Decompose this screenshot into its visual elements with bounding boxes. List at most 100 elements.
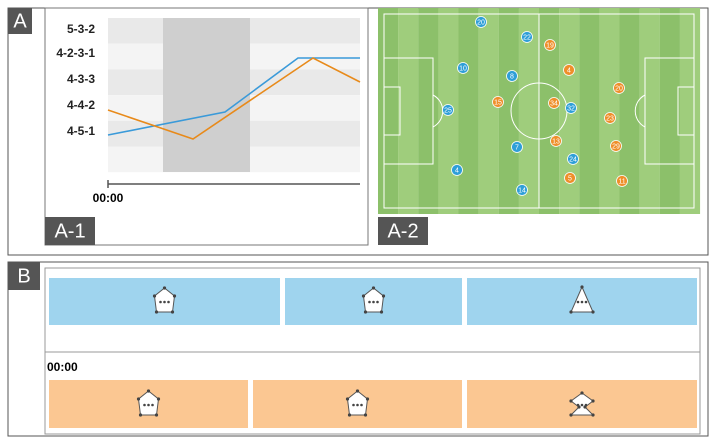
glyph-node <box>345 397 350 401</box>
pitch-stripe <box>599 8 620 214</box>
player-dot <box>564 172 576 184</box>
player-dot <box>563 64 575 76</box>
formation-label: 4-5-1 <box>67 124 95 138</box>
formation-label: 4-3-3 <box>67 72 95 86</box>
glyph-node <box>347 413 352 417</box>
glyph-node <box>365 397 370 401</box>
player-number: 14 <box>518 187 526 194</box>
glyph-node <box>152 294 157 298</box>
player-dot <box>604 112 616 124</box>
timeline-time: 00:00 <box>47 360 78 374</box>
player-number: 7 <box>515 144 519 151</box>
glyph-node <box>170 310 175 314</box>
player-dot <box>457 62 469 74</box>
pitch: 20 22 10 8 25 32 7 24 4 14 19 4 15 34 20 23 13 29 5 11 <box>378 8 701 214</box>
glyph-node <box>368 300 371 304</box>
pitch-stripe <box>498 8 519 214</box>
glyph-node <box>363 310 368 314</box>
glyph-node <box>172 294 177 298</box>
player-number: 4 <box>567 67 571 74</box>
player-dot <box>442 104 454 116</box>
formation-label: 5-3-2 <box>67 22 95 36</box>
pitch-line <box>383 86 401 136</box>
glyph-node <box>146 389 151 393</box>
glyph-node <box>163 300 166 304</box>
formation-glyph <box>570 285 594 313</box>
glyph-node <box>584 403 588 407</box>
glyph-node <box>591 413 595 417</box>
player-dot <box>616 175 628 187</box>
pitch-stripe <box>639 8 660 214</box>
player-dot <box>516 184 528 196</box>
glyph-node <box>580 300 584 304</box>
pitch-line <box>677 86 695 136</box>
pitch-stripe <box>478 8 499 214</box>
formation-label: 4-2-3-1 <box>56 46 95 60</box>
segments <box>49 278 697 428</box>
glyph-node <box>138 413 143 417</box>
player-number: 4 <box>455 167 459 174</box>
glyph-node <box>361 294 366 298</box>
player-number: 22 <box>523 34 531 41</box>
blue-line <box>107 57 360 136</box>
formation-glyph <box>346 390 369 416</box>
player-number: 5 <box>568 175 572 182</box>
glyph-node <box>159 300 162 304</box>
chart-label: A-1 <box>54 220 85 242</box>
formation-glyph <box>153 287 176 313</box>
glyph-node <box>154 413 159 417</box>
panel-b-label: B <box>17 265 30 287</box>
glyph-node <box>569 413 573 417</box>
player-dot <box>565 102 577 114</box>
player-number: 8 <box>510 73 514 80</box>
glyph-node <box>143 403 146 407</box>
chart-badge <box>45 217 95 245</box>
glyph-node <box>356 403 359 407</box>
pitch-stripe <box>378 8 399 214</box>
pitch-stripe <box>579 8 600 214</box>
glyph-node <box>167 300 170 304</box>
time-label: 00:00 <box>93 191 124 205</box>
formation-glyph <box>137 390 160 416</box>
glyph-node <box>162 286 167 290</box>
panel-a-badge <box>8 8 32 34</box>
player-dot <box>613 82 625 94</box>
formation-label: 4-4-2 <box>67 98 95 112</box>
glyph-node <box>363 413 368 417</box>
player-dot <box>511 141 523 153</box>
pitch-line <box>634 94 646 128</box>
glyph-node <box>580 403 584 407</box>
pitch-badge <box>378 217 428 245</box>
glyph-node <box>580 285 584 289</box>
glyph-node <box>372 300 375 304</box>
pitch-stripe <box>619 8 640 214</box>
formation-glyph <box>362 287 385 313</box>
glyph-node <box>584 300 588 304</box>
player-number: 34 <box>550 100 558 107</box>
glyph-node <box>136 397 141 401</box>
glyph-node <box>379 310 384 314</box>
player-number: 23 <box>606 115 614 122</box>
player-dot <box>475 16 487 28</box>
pitch-stripe <box>518 8 540 214</box>
player-number: 20 <box>615 85 623 92</box>
player-dot <box>610 140 622 152</box>
glyph-node <box>580 391 584 395</box>
orange-line <box>107 57 361 140</box>
glyph-node <box>381 294 386 298</box>
player-dot <box>506 70 518 82</box>
glyph-node <box>156 397 161 401</box>
player-dot <box>548 97 560 109</box>
player-number: 10 <box>459 65 467 72</box>
glyph-node <box>151 403 154 407</box>
glyph-node <box>352 403 355 407</box>
pitch-stripe <box>539 8 560 214</box>
highlight-window <box>163 18 250 172</box>
pitch-stripe <box>418 8 439 214</box>
glyph-node <box>360 403 363 407</box>
pitch-stripe <box>398 8 419 214</box>
player-number: 24 <box>569 156 577 163</box>
player-number: 11 <box>618 178 625 185</box>
glyph-node <box>355 389 360 393</box>
